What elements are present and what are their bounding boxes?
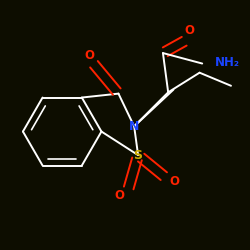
Text: S: S [134,148,142,162]
Text: O: O [184,24,194,37]
Text: O: O [115,189,125,202]
Text: O: O [170,175,180,188]
Text: N: N [129,120,139,133]
Text: O: O [85,49,95,62]
Text: NH₂: NH₂ [215,56,240,69]
